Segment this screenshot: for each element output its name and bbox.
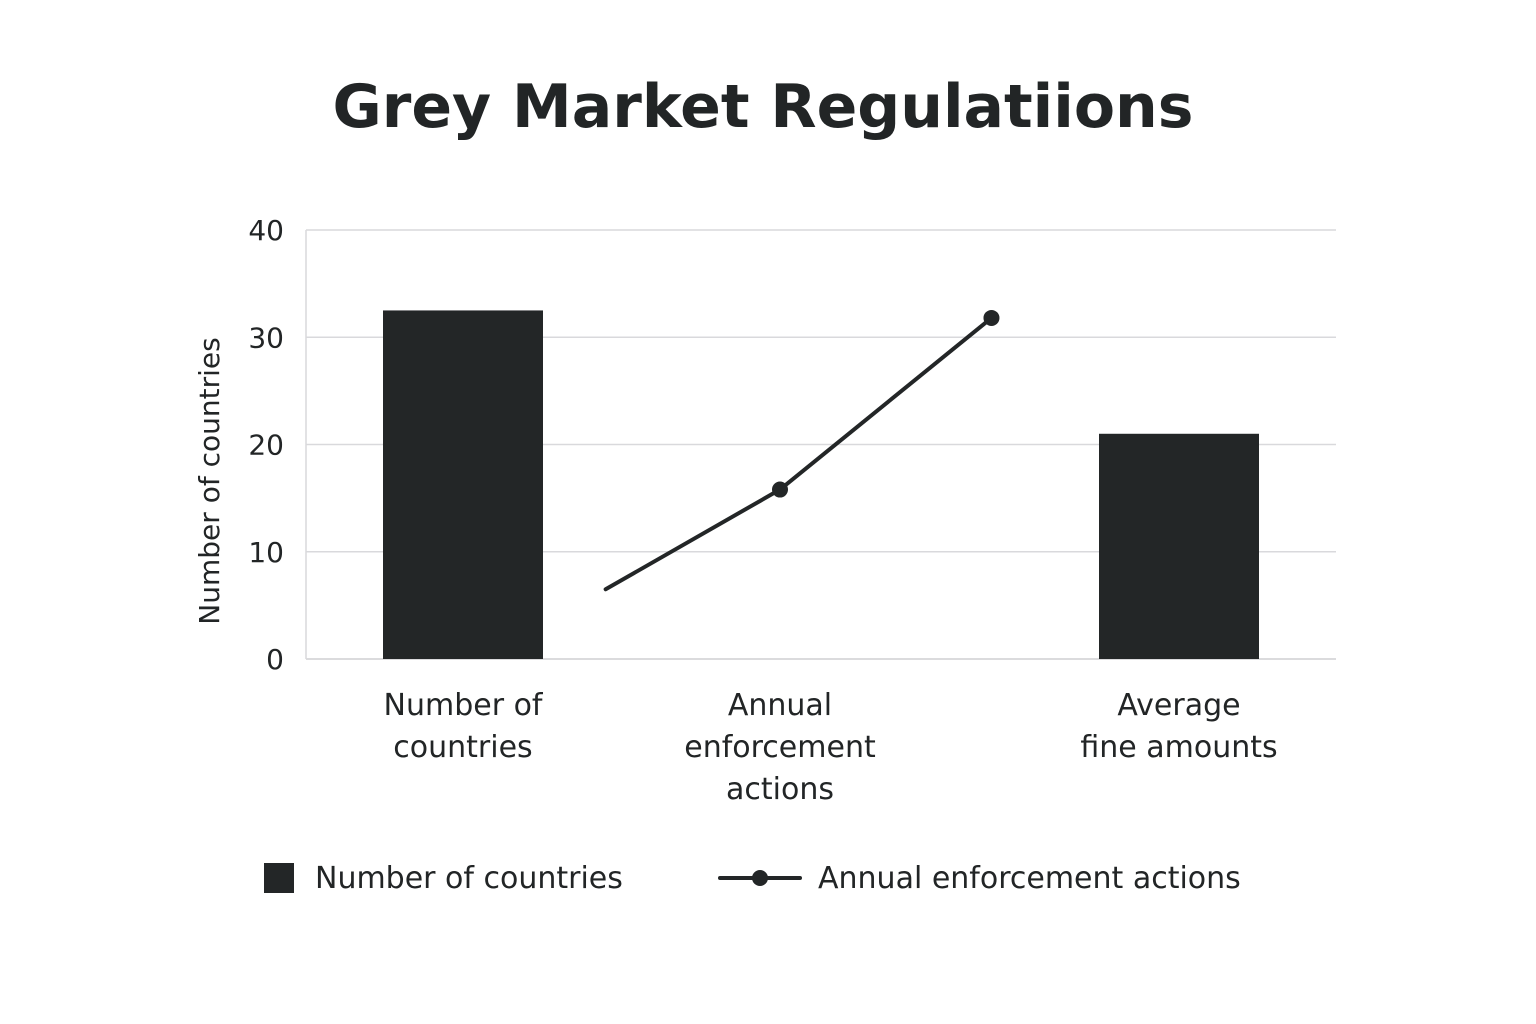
y-tick-label: 0 bbox=[266, 643, 284, 676]
y-tick-label: 10 bbox=[248, 536, 284, 569]
legend-swatch-bar bbox=[264, 863, 294, 893]
x-category-label: Number of bbox=[384, 688, 544, 723]
y-axis-ticks: 0 10 20 30 40 bbox=[248, 214, 284, 676]
legend: Number of countries Annual enforcement ac… bbox=[264, 861, 1241, 896]
bars bbox=[383, 310, 1259, 659]
legend-label: Annual enforcement actions bbox=[818, 861, 1241, 896]
x-axis-categories: Number of countries Annual enforcement actio… bbox=[384, 688, 1278, 807]
bar bbox=[1099, 433, 1259, 659]
x-category-label: actions bbox=[726, 772, 834, 807]
chart-title: Grey Market Regulatiions bbox=[332, 72, 1194, 142]
x-category-label: fine amounts bbox=[1080, 730, 1277, 765]
y-tick-label: 30 bbox=[248, 321, 284, 354]
legend-swatch-marker bbox=[752, 870, 768, 886]
line-point bbox=[983, 309, 1000, 326]
x-category-label: countries bbox=[393, 730, 532, 765]
x-category-label: Annual bbox=[728, 688, 832, 723]
line-series bbox=[603, 309, 1000, 592]
bar bbox=[383, 310, 543, 659]
y-tick-label: 20 bbox=[248, 429, 284, 462]
series-line bbox=[603, 315, 994, 592]
x-category-label: enforcement bbox=[684, 730, 876, 765]
y-axis-label: Number of countries bbox=[193, 337, 226, 624]
x-category-label: Average bbox=[1117, 688, 1240, 723]
legend-label: Number of countries bbox=[315, 861, 623, 896]
line-point bbox=[772, 481, 788, 498]
y-tick-label: 40 bbox=[248, 214, 284, 247]
